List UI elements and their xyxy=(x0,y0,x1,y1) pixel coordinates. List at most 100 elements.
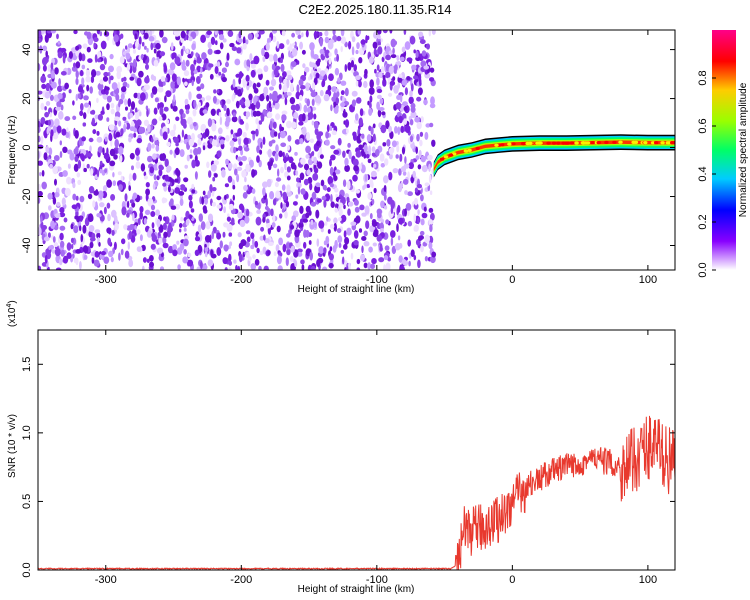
noise-blob xyxy=(233,259,237,264)
noise-blob xyxy=(126,63,131,71)
colorbar-tick-label: 0.6 xyxy=(697,118,709,133)
noise-blob xyxy=(166,165,172,172)
noise-blob xyxy=(423,65,430,70)
noise-blob xyxy=(64,82,69,90)
noise-blob xyxy=(238,138,242,146)
noise-blob xyxy=(225,135,230,142)
noise-blob xyxy=(311,191,317,200)
noise-blob xyxy=(120,128,124,135)
noise-blob xyxy=(335,193,339,198)
noise-blob xyxy=(399,56,405,62)
noise-blob xyxy=(306,169,311,176)
bottom-x-axis-label: Height of straight line (km) xyxy=(298,584,415,595)
noise-blob xyxy=(60,249,65,257)
noise-blob xyxy=(175,167,180,175)
noise-blob xyxy=(231,217,235,226)
noise-blob xyxy=(75,45,80,51)
noise-blob xyxy=(268,140,273,147)
noise-blob xyxy=(90,168,94,177)
noise-blob xyxy=(108,240,111,246)
noise-blob xyxy=(171,73,177,82)
noise-blob xyxy=(299,172,305,181)
noise-blob xyxy=(134,107,138,113)
noise-blob xyxy=(263,65,269,73)
noise-blob xyxy=(306,98,311,107)
noise-blob xyxy=(140,163,146,172)
noise-blob xyxy=(313,113,317,120)
noise-blob xyxy=(270,78,277,87)
noise-blob xyxy=(157,247,163,254)
noise-blob xyxy=(43,56,49,64)
noise-blob xyxy=(71,204,78,210)
noise-blob xyxy=(280,142,287,148)
noise-blob xyxy=(300,188,306,195)
noise-blob xyxy=(378,107,385,111)
noise-blob xyxy=(369,213,373,220)
noise-blob xyxy=(315,72,320,79)
noise-blob xyxy=(404,125,411,134)
signal-peak xyxy=(535,141,540,145)
noise-blob xyxy=(320,179,325,187)
bottom-y-axis-ticks: 0.0 0.5 1.0 1.5 xyxy=(21,357,675,578)
noise-blob xyxy=(282,151,285,158)
signal-peak xyxy=(511,142,516,146)
noise-blob xyxy=(305,145,311,154)
noise-blob xyxy=(405,203,412,211)
bottom-x-axis-ticks: -300 -200 -100 0 100 xyxy=(95,330,657,586)
noise-blob xyxy=(348,201,354,207)
noise-blob xyxy=(48,205,52,211)
noise-blob xyxy=(317,58,321,63)
noise-blob xyxy=(252,254,256,259)
noise-blob xyxy=(113,154,118,160)
noise-blob xyxy=(344,87,349,97)
noise-blob xyxy=(300,259,305,265)
noise-blob xyxy=(232,184,236,190)
noise-blob xyxy=(284,210,288,219)
noise-blob xyxy=(420,244,424,253)
noise-blob xyxy=(352,174,358,182)
noise-blob xyxy=(407,220,413,227)
noise-blob xyxy=(355,75,361,81)
noise-blob xyxy=(188,194,193,201)
noise-blob xyxy=(364,68,368,76)
noise-blob xyxy=(96,30,101,35)
noise-blob xyxy=(144,76,150,84)
noise-blob xyxy=(327,176,334,185)
noise-blob xyxy=(379,98,384,105)
noise-blob xyxy=(377,46,383,55)
noise-blob xyxy=(370,170,377,178)
noise-blob xyxy=(403,106,408,112)
noise-blob xyxy=(278,75,283,84)
noise-blob xyxy=(128,259,134,268)
noise-blob xyxy=(104,86,110,92)
noise-blob xyxy=(144,84,150,91)
noise-blob xyxy=(390,230,396,238)
noise-blob xyxy=(403,118,407,125)
noise-blob xyxy=(207,143,213,149)
noise-blob xyxy=(305,212,310,219)
noise-blob xyxy=(256,209,261,214)
noise-blob xyxy=(377,41,381,46)
noise-blob xyxy=(313,31,318,38)
noise-blob xyxy=(58,110,64,120)
noise-blob xyxy=(80,234,84,243)
noise-blob xyxy=(322,78,326,88)
noise-blob xyxy=(183,249,187,255)
noise-blob xyxy=(408,260,411,267)
noise-blob xyxy=(187,134,191,141)
noise-blob xyxy=(263,265,269,270)
noise-blob xyxy=(53,242,59,248)
noise-blob xyxy=(329,224,335,229)
noise-blob xyxy=(399,265,405,270)
noise-blob xyxy=(199,73,203,79)
noise-blob xyxy=(328,262,334,269)
noise-blob xyxy=(325,139,330,146)
noise-blob xyxy=(428,163,431,172)
noise-blob xyxy=(203,208,208,214)
noise-blob xyxy=(150,243,156,250)
noise-blob xyxy=(128,185,131,192)
noise-blob xyxy=(309,61,313,67)
noise-blob xyxy=(358,57,363,64)
noise-blob xyxy=(336,53,339,62)
